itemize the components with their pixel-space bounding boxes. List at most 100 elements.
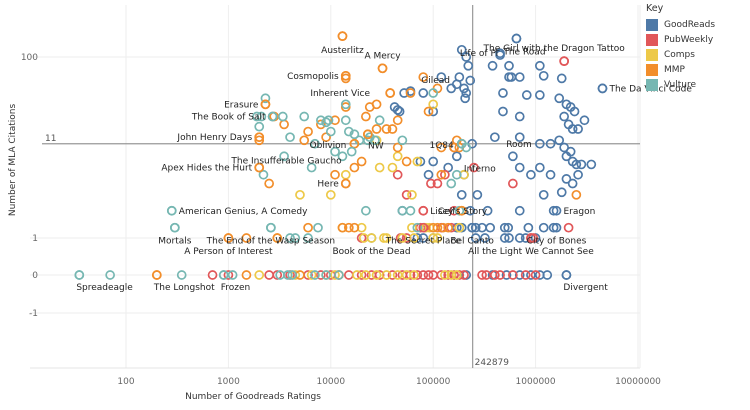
point-comps <box>432 233 443 243</box>
point-pubweekly <box>418 222 429 233</box>
point-vulture <box>254 121 265 132</box>
point-goodreads <box>504 60 514 71</box>
point-goodreads <box>470 233 481 243</box>
point-goodreads <box>534 162 545 173</box>
point-goodreads <box>472 189 483 200</box>
x-tick-label: 1000000 <box>516 377 556 387</box>
point-vulture <box>346 146 357 157</box>
point-goodreads <box>461 88 472 98</box>
legend-item-mmp[interactable]: MMP <box>646 62 715 77</box>
point-vulture <box>428 88 439 98</box>
point-vulture <box>303 233 313 243</box>
point-label: 1Q84 <box>429 141 454 151</box>
point-goodreads <box>534 138 545 149</box>
point-goodreads <box>567 124 578 134</box>
point-vulture <box>330 146 340 157</box>
x-tick-label: 100000 <box>416 377 451 387</box>
point-goodreads <box>514 111 525 122</box>
point-goodreads <box>514 132 525 143</box>
point-goodreads <box>463 60 474 71</box>
point-mmp <box>423 106 434 117</box>
legend-swatch <box>646 18 658 31</box>
point-vulture <box>310 270 320 280</box>
point-vulture <box>105 270 115 280</box>
point-goodreads <box>567 178 578 189</box>
point-comps <box>295 189 305 200</box>
legend-item-pubweekly[interactable]: PubWeekly <box>646 32 715 47</box>
point-goodreads <box>548 222 559 233</box>
point-goodreads <box>538 222 549 233</box>
point-pubweekly <box>530 270 541 280</box>
legend-item-comps[interactable]: Comps <box>646 47 715 62</box>
point-mmp <box>443 222 454 233</box>
point-mmp <box>571 189 582 200</box>
point-goodreads <box>446 83 457 94</box>
point-goodreads <box>597 83 608 94</box>
point-mmp <box>438 222 448 233</box>
point-comps <box>446 270 457 280</box>
point-vulture <box>446 178 457 189</box>
legend-label: GoodReads <box>664 19 716 30</box>
point-comps <box>387 162 398 173</box>
point-goodreads <box>554 93 565 104</box>
point-comps <box>366 233 377 243</box>
point-label: Book of the Dead <box>332 247 410 257</box>
point-mmp <box>254 135 265 146</box>
point-mmp <box>330 169 340 180</box>
legend: Key GoodReads PubWeekly Comps MMP Vulture <box>646 3 715 92</box>
point-label: Oblivion <box>310 141 347 151</box>
point-mmp <box>151 270 162 280</box>
point-mmp <box>405 88 416 98</box>
point-pubweekly <box>469 162 479 173</box>
point-goodreads <box>551 205 562 216</box>
legend-item-vulture[interactable]: Vulture <box>646 77 715 92</box>
point-comps <box>407 189 417 200</box>
point-label: The End of the Wasp Season <box>206 237 336 247</box>
point-comps <box>428 99 439 110</box>
y-axis-ticks: 100 1 0 -1 <box>21 53 38 319</box>
point-goodreads <box>551 222 562 233</box>
point-comps <box>409 270 419 280</box>
point-pubweekly <box>508 270 518 280</box>
point-vulture <box>370 135 380 146</box>
point-goodreads <box>415 156 426 167</box>
point-goodreads <box>526 270 536 280</box>
point-goodreads <box>504 233 514 243</box>
point-label: A Mercy <box>364 51 401 61</box>
y-tick-label: 1 <box>32 234 38 244</box>
point-mmp <box>456 205 467 216</box>
point-goodreads <box>501 270 512 280</box>
point-comps <box>374 162 385 173</box>
point-pubweekly <box>559 56 569 66</box>
point-comps <box>440 270 450 280</box>
point-mmp <box>432 222 443 233</box>
point-goodreads <box>569 106 580 117</box>
point-vulture <box>412 222 423 233</box>
point-label: All the Light We Cannot See <box>468 247 594 257</box>
point-goodreads <box>554 135 565 146</box>
point-goodreads <box>482 205 493 216</box>
point-vulture <box>285 233 295 243</box>
point-comps <box>381 233 392 243</box>
point-vulture <box>252 111 262 122</box>
point-vulture <box>325 126 336 137</box>
x-tick-label: 1000 <box>217 377 240 387</box>
point-goodreads <box>545 169 556 180</box>
legend-item-goodreads[interactable]: GoodReads <box>646 17 715 32</box>
point-vulture <box>310 138 320 149</box>
point-goodreads <box>573 124 583 134</box>
point-goodreads <box>418 233 429 243</box>
point-goodreads <box>514 72 525 82</box>
point-vulture <box>266 222 276 233</box>
point-vulture <box>374 115 385 126</box>
point-vulture <box>306 162 317 173</box>
point-label: Cosmopolis <box>287 72 339 82</box>
point-mmp <box>418 72 429 82</box>
y-axis-title: Number of MLA Citations <box>8 104 18 217</box>
point-goodreads <box>561 270 572 280</box>
point-mmp <box>387 124 398 134</box>
point-comps <box>397 233 408 243</box>
legend-label: Vulture <box>664 79 697 90</box>
point-pubweekly <box>412 270 423 280</box>
point-vulture <box>340 99 351 110</box>
